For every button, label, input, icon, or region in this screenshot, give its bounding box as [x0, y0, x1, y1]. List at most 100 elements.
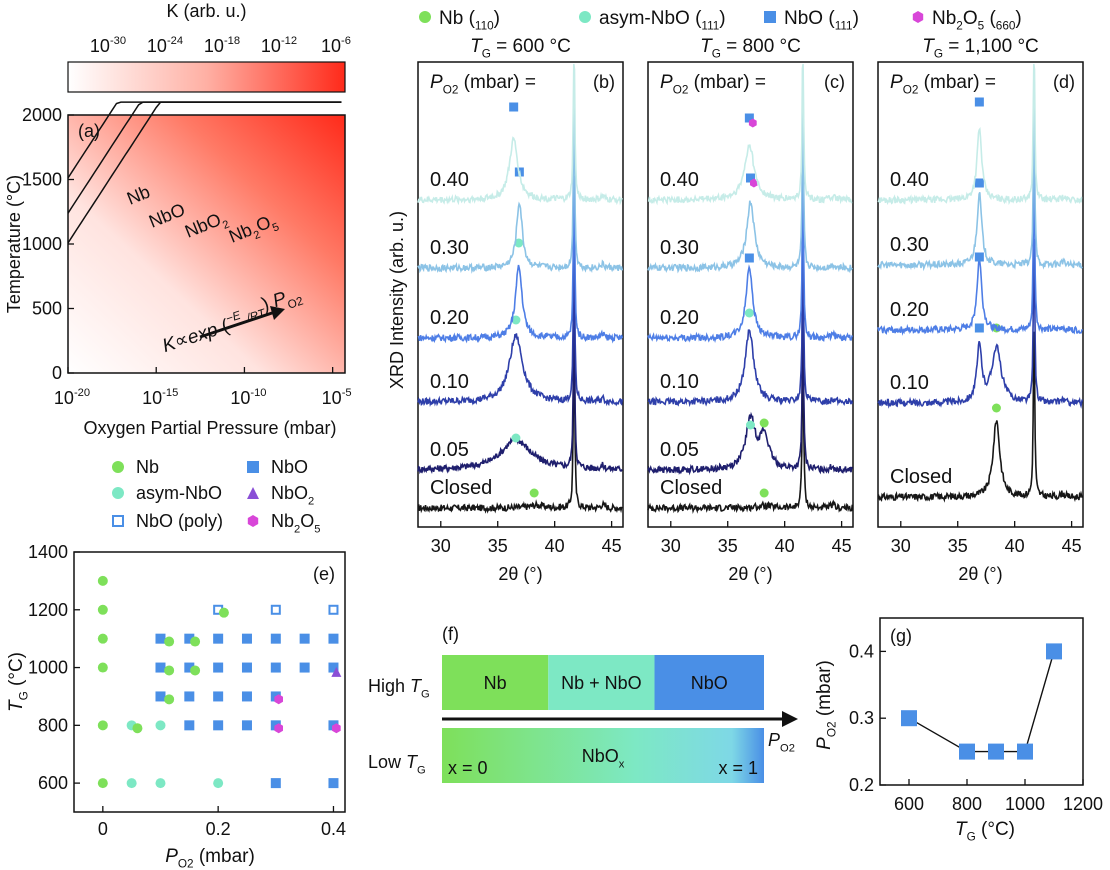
axes-frame [417, 61, 624, 528]
marker-dot [419, 11, 431, 23]
phase-segment-label: Nb [484, 673, 507, 693]
pressure-header: PO2 (mbar) = [660, 72, 766, 97]
y-axis-label: TG (°C) [6, 652, 31, 712]
x-axis-label: TG (°C) [955, 819, 1015, 844]
marker-hexagon [332, 723, 341, 734]
marker-square [241, 720, 252, 731]
panel-title: TG = 800 °C [700, 36, 801, 61]
marker-square [213, 662, 224, 673]
marker-open-square [112, 515, 124, 527]
colorbar-tick: 10-24 [147, 35, 183, 56]
marker-nbo_poly [328, 604, 339, 615]
y-tick-label: 1000 [28, 658, 68, 678]
colorbar [67, 61, 346, 93]
marker-dot [97, 778, 108, 789]
legend-item-label: asym-NbO (111) [599, 8, 726, 33]
marker-hexagon [912, 11, 924, 23]
marker-square [270, 662, 281, 673]
marker-nb [529, 488, 539, 498]
marker-nb [112, 461, 124, 473]
y-tick-label: 600 [38, 773, 68, 793]
legend-item-label: NbO (poly) [136, 511, 223, 531]
marker-square [328, 662, 339, 673]
x-tick-label: 1000 [1005, 794, 1045, 814]
xrd-trace [877, 238, 1084, 409]
marker-dot [97, 662, 108, 673]
phase-segment [548, 655, 655, 710]
marker-nbo [764, 11, 776, 23]
marker-asym [511, 433, 521, 443]
axes-frame [647, 61, 854, 528]
axes-frame [73, 551, 346, 813]
x-tick-label: 35 [718, 536, 738, 556]
xrd-trace [417, 63, 624, 206]
y-tick-label: 0.2 [849, 775, 874, 795]
marker-dot [213, 778, 224, 789]
marker-asym [514, 238, 524, 248]
marker-square [744, 253, 754, 263]
marker-nbo [299, 633, 310, 644]
marker-nb [164, 636, 175, 647]
phase-segment [442, 655, 549, 710]
marker-nbo [974, 178, 984, 188]
pressure-label: Closed [660, 477, 722, 499]
marker-dot [579, 11, 591, 23]
marker-square [974, 323, 984, 333]
panel-f: (f) Nb Nb + NbO NbO High TG Low TG NbOx x = 0 x … [368, 624, 798, 783]
colorbar-tick: 10-18 [204, 35, 240, 56]
pressure-label: 0.30 [660, 237, 699, 259]
marker-dot [991, 403, 1001, 413]
marker-nbo [247, 461, 259, 473]
x-tick-label: 35 [488, 536, 508, 556]
phase-segment-label: NbO [691, 673, 728, 693]
x-tick-label: 10-15 [142, 387, 178, 408]
pressure-label: Closed [430, 477, 492, 499]
marker-nb [97, 604, 108, 615]
marker-nb [132, 723, 143, 734]
marker-square [155, 633, 166, 644]
marker-dot [511, 433, 521, 443]
high-tg-label: High TG [368, 676, 430, 700]
marker-nbo [974, 252, 984, 262]
y-axis-label: XRD Intensity (arb. u.) [387, 211, 407, 389]
marker-nb2o5 [274, 723, 283, 734]
marker-square [328, 633, 339, 644]
pressure-label: 0.10 [890, 372, 929, 394]
marker-nbo [155, 633, 166, 644]
marker-nb [97, 575, 108, 586]
x-tick-label: 10-5 [322, 387, 352, 408]
annotation-arrowhead [270, 306, 285, 320]
panel-label: (e) [313, 564, 335, 584]
y-tick-label: 800 [38, 715, 68, 735]
marker-square [241, 633, 252, 644]
marker-nb [991, 403, 1001, 413]
pressure-label: 0.10 [430, 371, 469, 393]
marker-asym [155, 778, 166, 789]
panel-title: TG = 1,100 °C [922, 36, 1039, 61]
legend-item-label: NbO (111) [784, 8, 859, 33]
x-tick-label: 10-20 [54, 387, 90, 408]
marker-nb2o5 [274, 694, 283, 705]
y-tick-label: 1400 [28, 542, 68, 562]
marker-dot [511, 315, 521, 325]
marker-dot [514, 238, 524, 248]
marker-nbo [213, 633, 224, 644]
marker-nbo [241, 633, 252, 644]
marker-dot [759, 418, 769, 428]
pressure-label: 0.40 [890, 169, 929, 191]
marker-nb [190, 636, 201, 647]
nbox-gradient-bar [442, 728, 764, 783]
marker-asym [511, 315, 521, 325]
panel-a: K (arb. u.)10-30 10-24 10-18 10-12 10-6NbNbO… [4, 1, 352, 438]
pressure-label: 0.30 [890, 234, 929, 256]
marker-asym [155, 720, 166, 731]
y-axis-label: PO2 (mbar) [814, 660, 839, 750]
marker-dot [155, 778, 166, 789]
xrd-trace [417, 237, 624, 407]
marker-square [746, 173, 755, 183]
x-tick-label: 30 [891, 536, 911, 556]
marker-square [974, 178, 984, 188]
legend-item-label: Nb (110) [439, 8, 500, 33]
marker-nbo [213, 662, 224, 673]
panel-title: TG = 600 °C [470, 36, 571, 61]
